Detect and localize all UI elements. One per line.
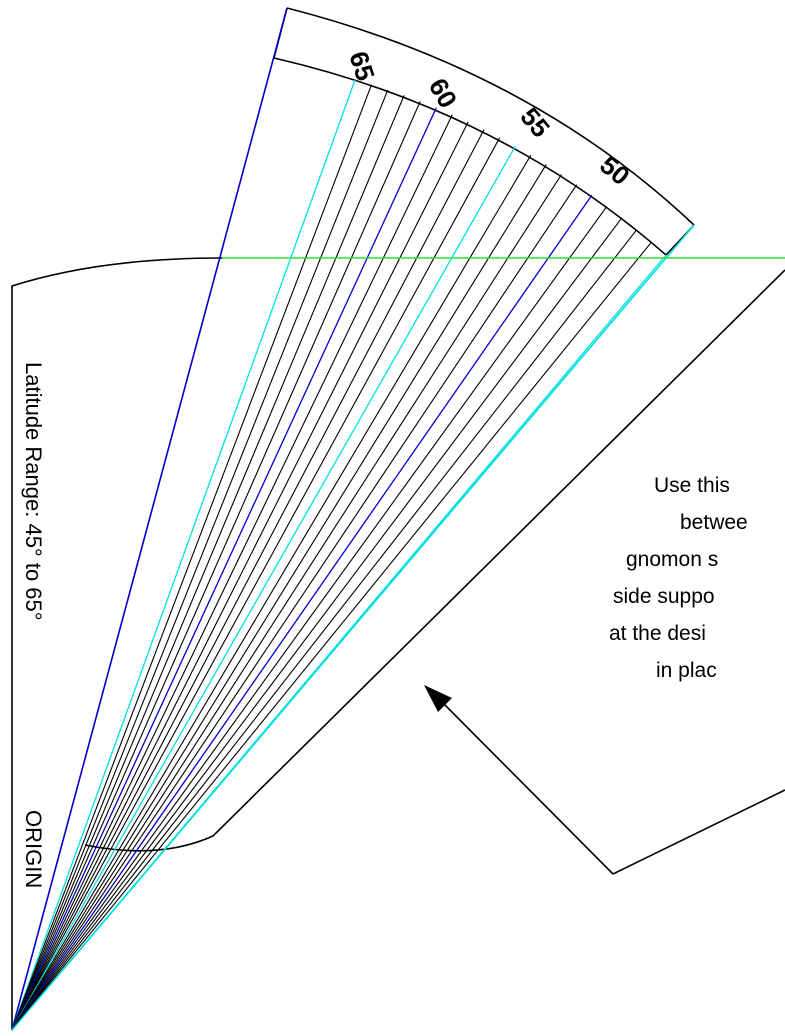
latitude-line-63 <box>11 89 389 1031</box>
note-line-2: betwee <box>680 511 748 534</box>
lower-arc <box>84 835 214 852</box>
latitude-range-label: Latitude Range: 45° to 65° <box>21 362 46 621</box>
latitude-line-65 <box>11 79 356 1031</box>
latitude-line-60 <box>11 107 437 1031</box>
fan-lines <box>11 7 695 1031</box>
template-outline <box>11 257 223 1030</box>
latitude-line-58 <box>11 121 469 1031</box>
note-line-3: gnomon s <box>626 548 718 571</box>
latitude-line-45 <box>11 254 667 1031</box>
fan-boundary-left <box>11 7 288 1031</box>
scale-label-50: 50 <box>594 150 635 192</box>
latitude-line-59 <box>11 114 453 1031</box>
latitude-line-52 <box>11 174 562 1031</box>
latitude-line-47 <box>11 229 638 1031</box>
latitude-line-61 <box>11 101 421 1031</box>
note-line-5: at the desi <box>609 622 706 645</box>
note-line-1: Use this <box>654 474 730 497</box>
latitude-line-54 <box>11 154 532 1031</box>
latitude-line-48 <box>11 217 623 1031</box>
scale-label-55: 55 <box>514 102 556 143</box>
latitude-line-46 <box>11 241 652 1031</box>
latitude-line-53 <box>11 164 547 1031</box>
latitude-line-64 <box>11 84 373 1031</box>
pointer-arrow-head <box>424 685 452 712</box>
latitude-line-50 <box>11 194 593 1031</box>
note-line-4: side suppo <box>613 585 715 608</box>
scale-band-outer-arc <box>286 7 695 226</box>
latitude-line-62 <box>11 95 405 1031</box>
right-panel-outline <box>212 269 785 875</box>
note-line-6: in plac <box>656 659 717 682</box>
latitude-line-55 <box>11 145 516 1031</box>
latitude-line-56 <box>11 137 501 1031</box>
scale-band-inner-arc <box>273 57 667 256</box>
origin-label: ORIGIN <box>21 810 46 888</box>
pointer-arrow-shaft <box>439 699 614 875</box>
latitude-line-49 <box>11 206 608 1031</box>
latitude-line-57 <box>11 129 485 1031</box>
latitude-line-51 <box>11 184 578 1031</box>
